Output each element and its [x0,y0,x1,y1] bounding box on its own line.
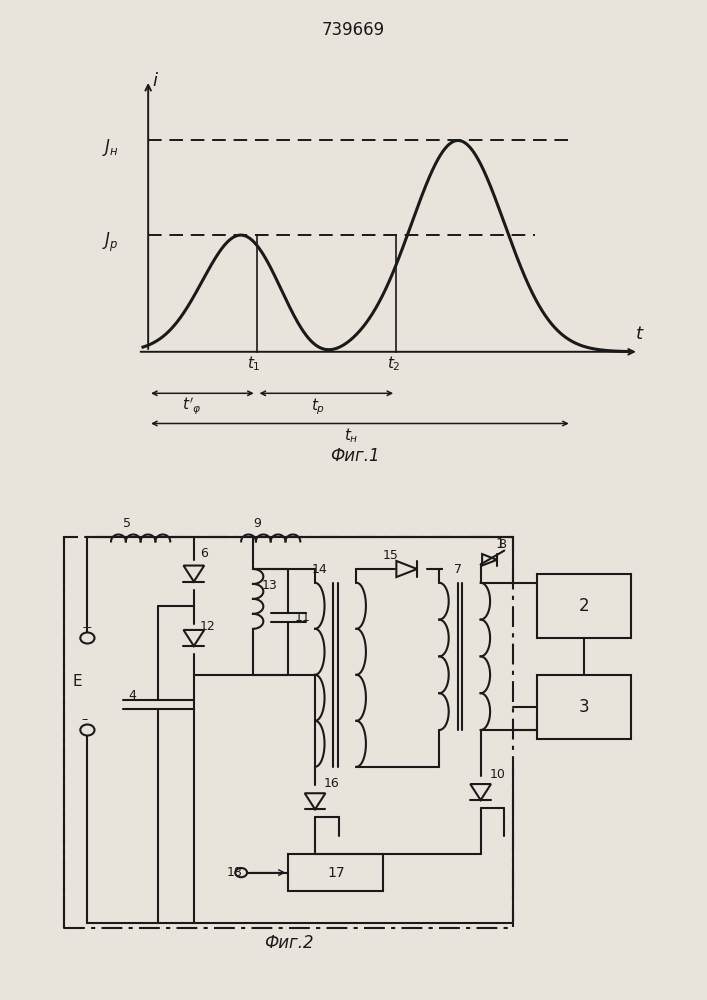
Polygon shape [184,630,204,646]
Text: 6: 6 [200,547,208,560]
Polygon shape [470,784,491,800]
Bar [288,854,383,891]
Text: 12: 12 [200,620,216,633]
Text: 17: 17 [327,866,344,880]
Text: Фиг.1: Фиг.1 [330,447,380,465]
Text: 739669: 739669 [322,21,385,39]
Text: 3: 3 [579,698,590,716]
Polygon shape [397,561,417,577]
Text: 5: 5 [123,517,131,530]
Text: $t_1$: $t_1$ [247,354,261,373]
Text: $J_р$: $J_р$ [102,231,118,254]
Text: 1: 1 [496,537,504,551]
Text: 16: 16 [324,777,339,790]
Bar [537,675,631,739]
Text: Фиг.2: Фиг.2 [264,934,313,952]
Text: $J_н$: $J_н$ [102,137,119,158]
Text: E: E [73,674,82,689]
Text: 10: 10 [489,768,506,781]
Polygon shape [184,566,204,582]
Text: t: t [636,325,643,343]
Text: $t_2$: $t_2$ [387,354,400,373]
Polygon shape [305,793,325,809]
Text: 4: 4 [129,689,136,702]
Text: 13: 13 [262,579,278,592]
Text: i: i [152,72,157,90]
Text: 2: 2 [579,597,590,615]
Text: 8: 8 [498,538,506,551]
Polygon shape [482,554,497,566]
Text: 18: 18 [226,866,243,880]
Bar [537,574,631,638]
Text: 14: 14 [312,563,328,576]
Text: +: + [81,621,92,634]
Text: $t_р$: $t_р$ [311,396,325,417]
Text: 15: 15 [383,549,399,562]
Text: $t_н$: $t_н$ [344,426,359,445]
Text: 9: 9 [253,517,261,530]
Text: 7: 7 [454,563,462,576]
Text: –: – [81,713,88,726]
Text: $t'_\varphi$: $t'_\varphi$ [182,395,201,417]
Bar [64,537,513,928]
Text: 11: 11 [294,611,310,624]
